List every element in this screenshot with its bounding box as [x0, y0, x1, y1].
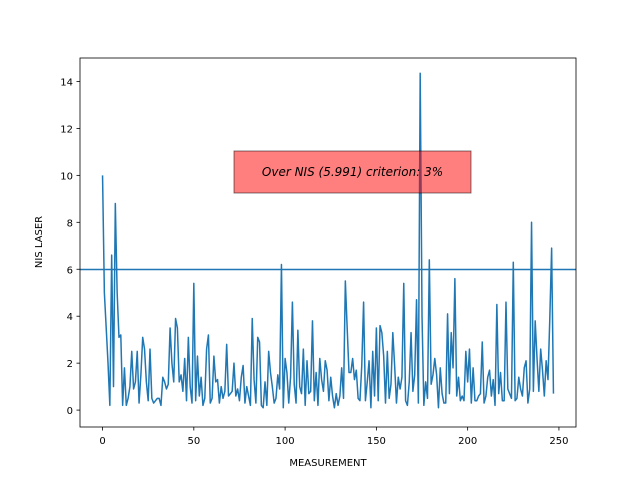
- plot-frame: [79, 57, 577, 428]
- x-tick-label: 200: [458, 436, 477, 447]
- y-axis-label: NIS LASER: [34, 216, 45, 268]
- x-tick-label: 150: [367, 436, 386, 447]
- y-tick-label: 4: [67, 312, 73, 323]
- x-tick-label: 250: [549, 436, 568, 447]
- annotation-box: [233, 150, 472, 194]
- y-tick-label: 14: [60, 77, 73, 88]
- x-tick-label: 50: [187, 436, 200, 447]
- y-tick-label: 6: [67, 265, 73, 276]
- y-tick-label: 0: [67, 406, 73, 417]
- data-line: [101, 72, 555, 409]
- y-tick-label: 12: [60, 124, 73, 135]
- x-tick-label: 100: [276, 436, 295, 447]
- annotation: Over NIS (5.991) criterion: 3%: [262, 165, 443, 179]
- x-axis-label: MEASUREMENT: [289, 458, 367, 469]
- y-tick-label: 2: [67, 359, 73, 370]
- y-tick-label: 8: [67, 218, 73, 229]
- y-tick-label: 10: [60, 171, 73, 182]
- x-tick-label: 0: [99, 436, 105, 447]
